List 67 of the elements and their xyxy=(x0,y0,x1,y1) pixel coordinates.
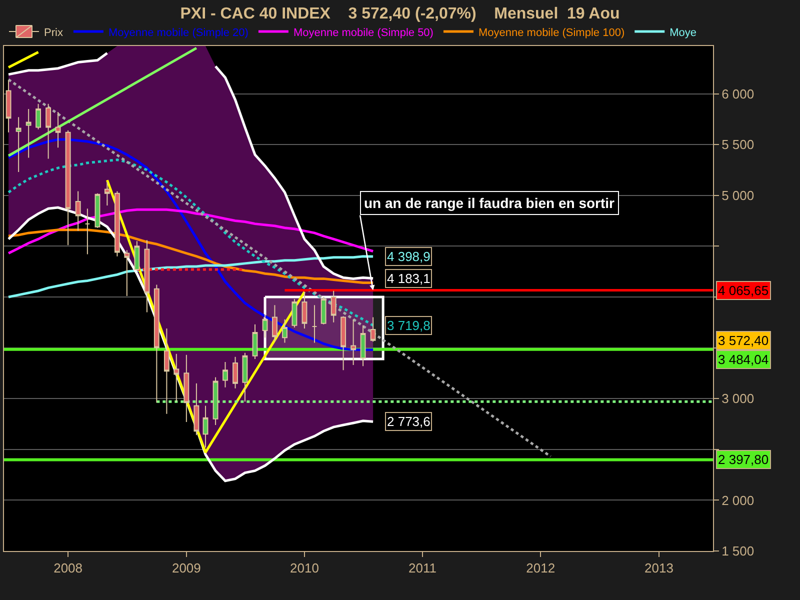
ref-line-label: 2 397,80 xyxy=(718,452,769,467)
candlestick xyxy=(312,304,318,344)
y-tick-label: 1 500 xyxy=(722,544,754,559)
x-tick-label: 2013 xyxy=(644,560,674,576)
candlestick xyxy=(94,192,100,228)
candlestick xyxy=(174,353,180,402)
x-tick-label: 2011 xyxy=(408,560,437,576)
candlestick xyxy=(232,356,238,389)
candlestick xyxy=(202,405,208,448)
y-tick-label: 2 000 xyxy=(722,492,754,508)
candlestick xyxy=(75,190,81,232)
candlestick xyxy=(65,130,71,246)
y-tick-label: 3 000 xyxy=(722,391,754,406)
candlestick xyxy=(26,108,32,158)
data-label: 3 719,8 xyxy=(387,318,430,333)
candlestick xyxy=(242,352,248,402)
candlestick xyxy=(282,318,288,344)
ref-line-label: 3 484,04 xyxy=(718,352,769,367)
candlestick xyxy=(292,298,298,328)
candlestick xyxy=(252,324,258,360)
candlestick xyxy=(154,284,160,404)
candlestick xyxy=(6,80,12,133)
data-label: 2 773,6 xyxy=(387,414,430,429)
candlestick xyxy=(144,240,150,313)
candlestick xyxy=(262,314,268,338)
data-label: 4 183,1 xyxy=(387,271,430,286)
candlestick xyxy=(272,304,278,342)
y-tick-label: 5 000 xyxy=(722,188,754,203)
data-label: 4 398,9 xyxy=(387,249,430,264)
text: 3 572,40 xyxy=(718,333,769,348)
candlestick xyxy=(320,296,326,325)
x-tick-label: 2009 xyxy=(172,560,201,576)
candlestick xyxy=(222,362,228,388)
annotation: un an de range il faudra bien en sortir xyxy=(364,195,616,211)
candlestick xyxy=(164,328,170,414)
x-tick-label: 2012 xyxy=(526,560,556,576)
line-series xyxy=(7,255,374,298)
candlestick xyxy=(16,116,22,172)
candlestick xyxy=(360,324,366,367)
legend-label: Moyenne mobile (Simple 50) xyxy=(293,26,434,39)
y-tick-label: 5 500 xyxy=(722,137,754,152)
candlestick xyxy=(36,103,41,130)
candlestick xyxy=(55,112,61,148)
candlestick xyxy=(350,318,356,366)
candlestick xyxy=(330,290,336,323)
candlestick xyxy=(134,240,140,272)
candlestick xyxy=(302,291,308,329)
candlestick xyxy=(124,250,130,296)
candlestick xyxy=(84,208,90,255)
candlestick xyxy=(114,190,120,257)
chart-title: PXI - CAC 40 INDEX 3 572,40 (-2,07%) Mensuel 19 Aou xyxy=(180,6,620,23)
candlestick xyxy=(104,182,110,206)
x-tick-label: 2008 xyxy=(54,560,82,576)
legend-label: Prix xyxy=(44,26,64,39)
candlestick xyxy=(184,354,190,422)
x-tick-label: 2010 xyxy=(290,560,319,576)
candlestick xyxy=(370,316,376,342)
candlestick xyxy=(340,316,346,371)
legend-label: Moye xyxy=(670,26,697,39)
candlestick xyxy=(46,103,52,160)
legend-label: Moyenne mobile (Simple 100) xyxy=(478,26,625,39)
candlestick xyxy=(212,376,218,426)
legend-label: Moyenne mobile (Simple 20) xyxy=(108,26,248,39)
candlestick xyxy=(194,382,200,436)
line-series xyxy=(7,52,108,76)
data-label: 4 065,65 xyxy=(718,283,769,298)
y-tick-label: 6 000 xyxy=(722,86,754,102)
